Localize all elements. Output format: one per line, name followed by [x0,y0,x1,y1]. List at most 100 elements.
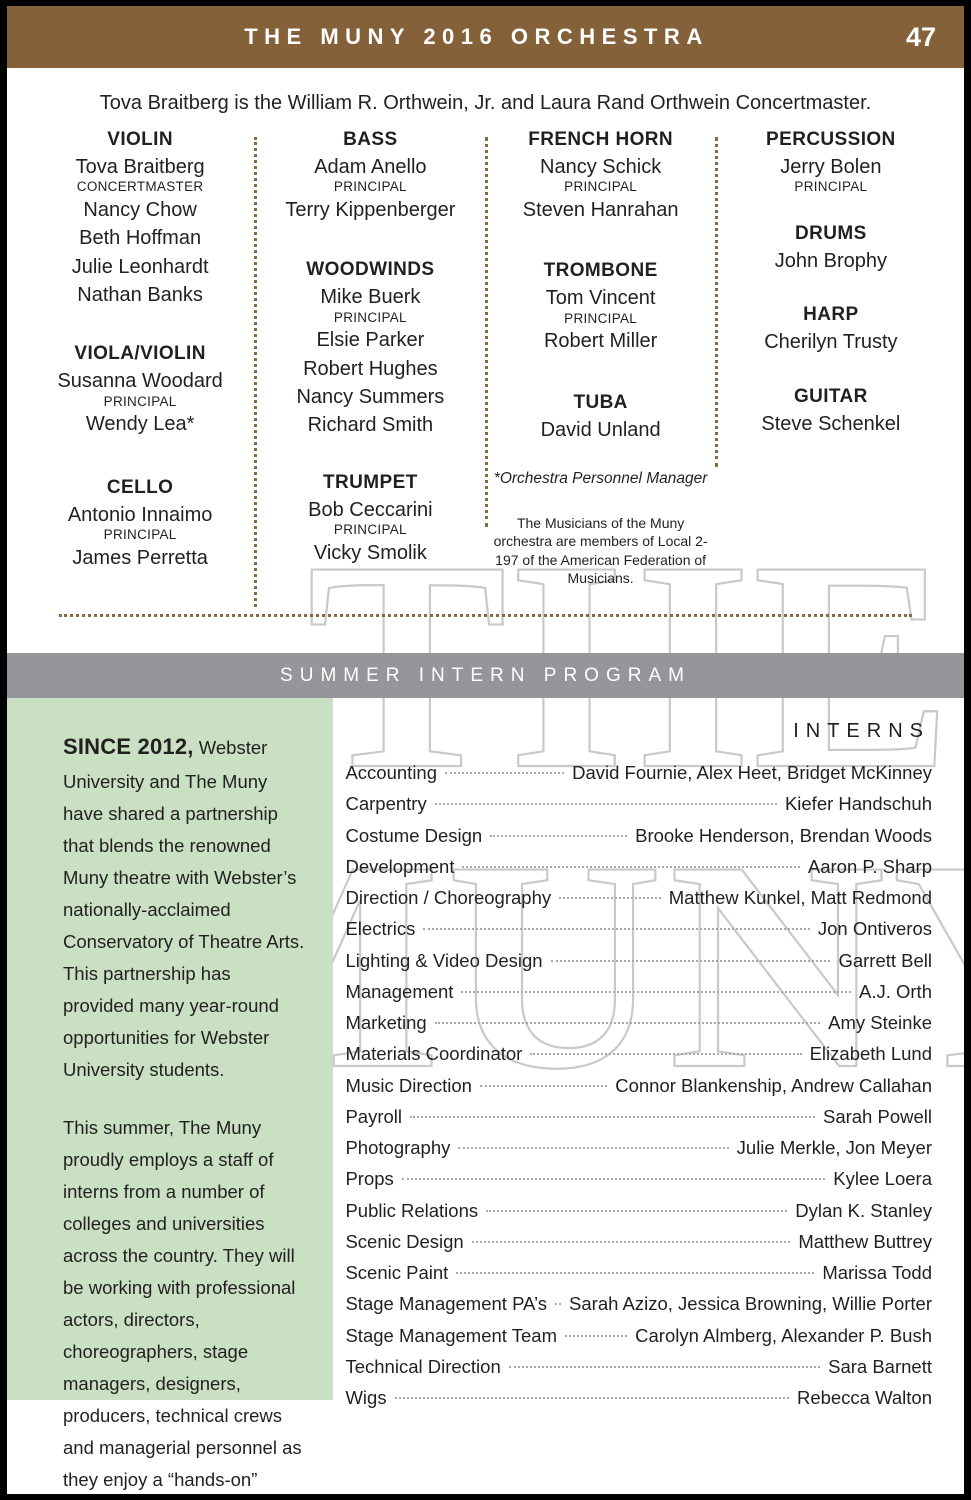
intern-names: Kiefer Handschuh [784,793,932,815]
intern-department: Wigs [345,1387,387,1409]
intern-row: Scenic Paint Marissa Todd [345,1257,932,1288]
member-role: PRINCIPAL [794,179,868,195]
intern-row: Wigs Rebecca Walton [345,1382,932,1413]
summer-intern-banner-title: SUMMER INTERN PROGRAM [280,664,691,686]
intern-program-section: SINCE 2012, Webster University and The M… [7,698,964,1490]
personnel-manager-footnote: *Orchestra Personnel Manager [493,469,708,487]
intern-department: Photography [345,1137,451,1159]
member-name: James Perretta [72,546,208,569]
dot-leader [445,763,565,775]
intro-paragraph-2: This summer, The Muny proudly employs a … [63,1117,302,1491]
section-title: TUBA [573,391,628,413]
member-role: PRINCIPAL [103,527,177,543]
member-role: PRINCIPAL [103,393,177,409]
concertmaster-note: Tova Braitberg is the William R. Orthwei… [99,92,872,114]
intern-row: Materials Coordinator Elizabeth Lund [345,1038,932,1069]
dot-leader [456,1263,815,1275]
dot-leader [462,857,800,868]
dot-leader [486,1201,788,1212]
intern-department: Costume Design [345,824,483,846]
intern-department: Marketing [345,1012,427,1034]
section-title: DRUMS [795,222,867,244]
intro-lead: SINCE 2012, [63,734,194,760]
intern-department: Props [345,1168,394,1190]
member-name: John Brophy [774,249,888,272]
member-name: Steve Schenkel [761,412,901,435]
dot-leader [461,982,851,993]
intern-row: Scenic Design Matthew Buttrey [345,1226,932,1257]
orchestra-section: FRENCH HORN Nancy Schick PRINCIPAL Steve… [492,129,710,224]
intern-names: Elizabeth Lund [809,1043,932,1065]
union-footnote: The Musicians of the Muny orchestra are … [493,514,708,587]
dot-leader [423,919,810,931]
member-name: David Unland [540,418,661,441]
intern-row: Lighting & Video Design Garrett Bell [345,945,932,976]
intern-department: Management [345,980,454,1002]
intern-row: Stage Management Team Carolyn Almberg, Al… [345,1320,932,1351]
member-name: Beth Hoffman [79,227,202,250]
orchestra-section: TUBA David Unland [492,392,710,444]
intern-row: Carpentry Kiefer Handschuh [345,788,932,819]
member-role: PRINCIPAL [564,310,638,326]
intern-department: Scenic Paint [345,1262,449,1284]
intern-row: Marketing Amy Steinke [345,1007,932,1038]
page-header-bar: THE MUNY 2016 ORCHESTRA 47 [7,6,964,68]
section-title: GUITAR [793,385,868,407]
member-role: CONCERTMASTER [76,179,204,195]
orchestra-section: TROMBONE Tom Vincent PRINCIPAL Robert Mi… [492,260,710,355]
intern-names: Sarah Azizo, Jessica Browning, Willie Po… [569,1293,932,1315]
orchestra-column-2: BASS Adam Anello PRINCIPAL Terry Kippenb… [254,129,485,608]
intern-department: Technical Direction [345,1355,501,1377]
orchestra-section: VIOLA/VIOLIN Susanna Woodard PRINCIPAL W… [31,343,249,438]
intern-row: Technical Direction Sara Barnett [345,1351,932,1382]
member-name: Antonio Innaimo [67,503,213,526]
intro-paragraph-1-text: Webster University and The Muny have sha… [63,737,305,1081]
intern-row: Accounting David Fournie, Alex Heet, Brid… [345,757,932,788]
member-name: Nathan Banks [77,284,203,307]
section-title: HARP [803,304,859,326]
intern-names: Connor Blankenship, Andrew Callahan [615,1074,932,1096]
dotted-divider [59,614,912,618]
member-name: Julie Leonhardt [71,255,209,278]
intern-department: Music Direction [345,1074,472,1096]
intern-row: Development Aaron P. Sharp [345,851,932,882]
dot-leader [410,1107,815,1118]
intern-row: Management A.J. Orth [345,976,932,1007]
intern-department: Materials Coordinator [345,1043,523,1065]
section-title: WOODWINDS [306,259,435,281]
dot-leader [434,1013,821,1025]
orchestra-section: DRUMS John Brophy [722,223,940,275]
dot-leader [559,888,661,900]
orchestra-section: CELLO Antonio Innaimo PRINCIPAL James Pe… [31,477,249,572]
intern-department: Payroll [345,1105,403,1127]
section-title: VIOLIN [107,129,173,150]
dot-leader [458,1138,729,1150]
intern-department: Public Relations [345,1199,479,1221]
member-name: Vicky Smolik [313,541,427,564]
intern-names: Sarah Powell [822,1105,932,1127]
intern-row: Props Kylee Loera [345,1163,932,1194]
member-name: Nancy Schick [540,156,662,178]
member-name: Tova Braitberg [75,156,205,178]
member-name: Nancy Chow [83,198,197,221]
intern-names: Sara Barnett [828,1355,932,1377]
member-name: Cherilyn Trusty [764,331,898,354]
intern-row: Direction / Choreography Matthew Kunkel, … [345,882,932,913]
member-name: Jerry Bolen [780,156,882,178]
intern-names: Rebecca Walton [796,1387,932,1409]
dot-leader [550,951,831,962]
intro-paragraph-1: SINCE 2012, Webster University and The M… [63,728,305,1086]
intern-department: Development [345,855,455,877]
dot-leader [434,794,777,806]
member-role: PRINCIPAL [333,309,407,325]
orchestra-section: WOODWINDS Mike Buerk PRINCIPAL Elsie Par… [261,259,479,439]
member-name: Mike Buerk [320,286,421,309]
section-title: TROMBONE [543,260,658,282]
member-name: Robert Hughes [303,357,438,380]
dot-leader [394,1388,789,1400]
intern-names: Aaron P. Sharp [807,855,932,877]
member-role: PRINCIPAL [333,179,407,195]
intern-names: Dylan K. Stanley [795,1199,932,1221]
section-title: CELLO [106,476,174,498]
